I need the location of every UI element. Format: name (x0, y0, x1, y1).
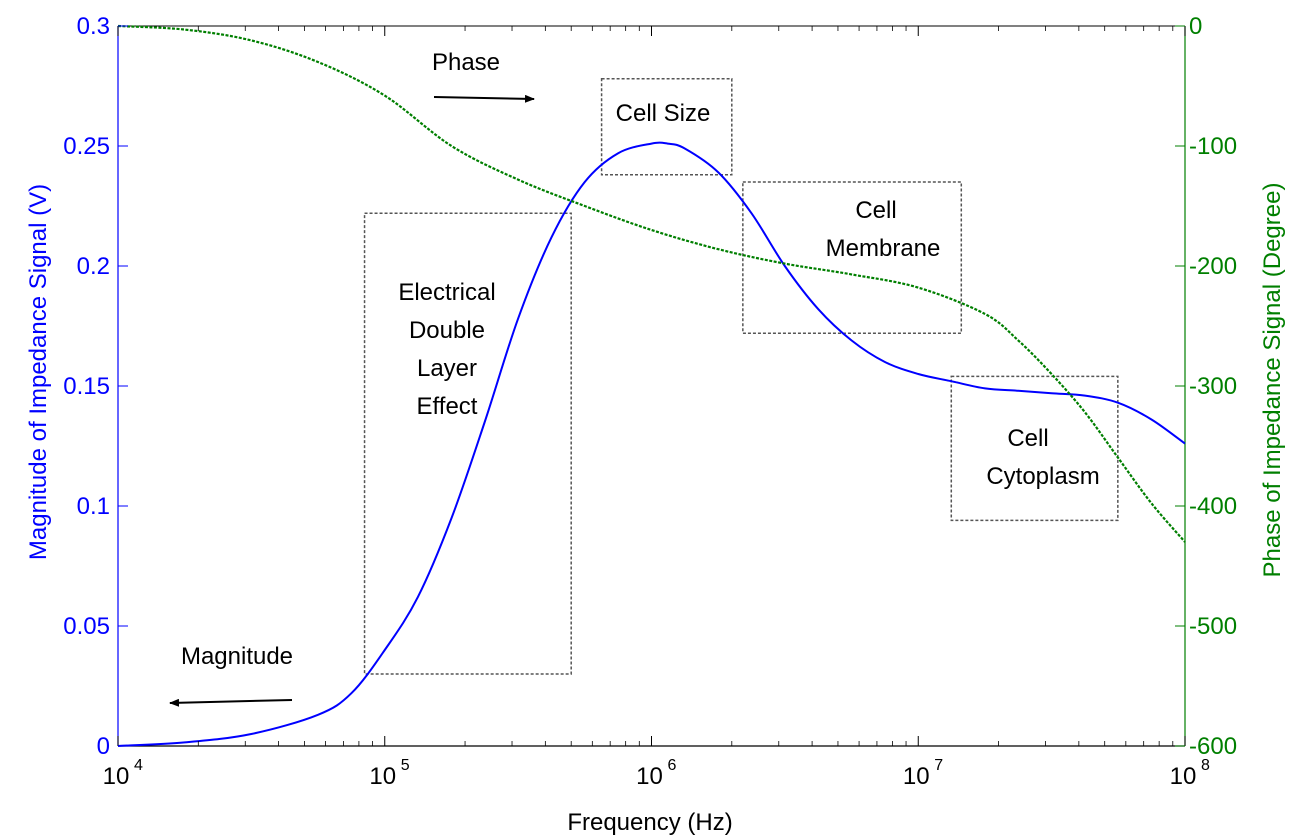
phase-line (117, 24, 1186, 543)
region-box (600, 78, 733, 176)
region-label: Double (409, 317, 485, 344)
left-tick-label: 0.2 (77, 253, 110, 280)
region-label: Electrical (398, 279, 495, 306)
left-tick-label: 0.1 (77, 493, 110, 520)
left-tick-label: 0.25 (63, 133, 110, 160)
region-box (363, 212, 572, 675)
x-tick-exponent: 6 (668, 757, 677, 774)
left-axis-title: Magnitude of Impedance Signal (V) (25, 184, 52, 560)
x-tick-exponent: 8 (1201, 757, 1210, 774)
right-tick-label: -300 (1189, 373, 1237, 400)
x-axis-title: Frequency (Hz) (567, 809, 732, 836)
region-label: Layer (417, 355, 477, 382)
right-axis-title: Phase of Impedance Signal (Degree) (1259, 183, 1286, 578)
x-tick-label: 10 (369, 763, 396, 790)
x-tick-label: 10 (103, 763, 130, 790)
series-layer (117, 24, 1186, 747)
region-label: Membrane (826, 235, 941, 262)
x-tick-label: 10 (903, 763, 930, 790)
region-label: Cytoplasm (986, 463, 1099, 490)
left-tick-label: 0.3 (77, 13, 110, 40)
region-label: Cell Size (616, 100, 711, 127)
right-tick-label: -400 (1189, 493, 1237, 520)
ticks-layer: 10 4 10 5 10 6 10 7 10 800.050.10.150.20.250.3-60… (63, 13, 1237, 790)
annotation-arrow (169, 698, 293, 707)
right-tick-label: 0 (1189, 13, 1202, 40)
left-tick-label: 0.15 (63, 373, 110, 400)
x-tick-exponent: 7 (934, 757, 943, 774)
right-tick-label: -600 (1189, 733, 1237, 760)
annotation-arrow (433, 94, 535, 103)
magnitude-line (117, 141, 1186, 747)
x-tick-exponent: 5 (401, 757, 410, 774)
annotation-label: Magnitude (181, 643, 293, 670)
region-label: Cell (855, 197, 896, 224)
x-tick-exponent: 4 (134, 757, 143, 774)
region-label: Cell (1007, 425, 1048, 452)
x-tick-label: 10 (1170, 763, 1197, 790)
plot-area-frame (117, 25, 1186, 747)
annotation-label: Phase (432, 49, 500, 76)
x-tick-label: 10 (636, 763, 663, 790)
region-boxes: Electrical Double Layer Effect Cell Size Cell… (363, 78, 1119, 675)
region-label: Effect (417, 393, 478, 420)
left-tick-label: 0 (97, 733, 110, 760)
right-tick-label: -200 (1189, 253, 1237, 280)
left-tick-label: 0.05 (63, 613, 110, 640)
right-tick-label: -500 (1189, 613, 1237, 640)
annotations-layer: Phase Magnitude (169, 49, 535, 707)
right-tick-label: -100 (1189, 133, 1237, 160)
